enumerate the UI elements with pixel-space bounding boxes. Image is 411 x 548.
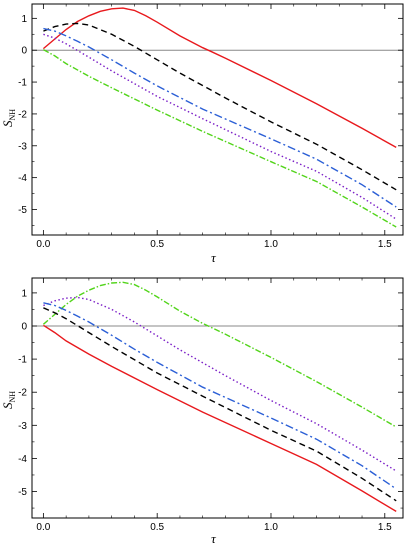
series-line-5: [43, 48, 397, 228]
y-axis-label: SNH: [0, 391, 17, 409]
series-line-3: [43, 27, 397, 208]
y-tick-label: -4: [18, 454, 27, 465]
series-line-5: [43, 324, 397, 513]
series-line-4: [43, 307, 397, 502]
x-tick-label: 1.5: [378, 239, 392, 250]
x-tick-label: 0.0: [36, 522, 50, 533]
x-tick-label: 1.0: [264, 522, 278, 533]
y-tick-label: -3: [18, 421, 27, 432]
bottom-panel: 0.0 0.5 1.0 1.5 1 0 -1 -2 -3 -4 -5 τ SNH: [0, 277, 404, 546]
x-tick-label: 0.5: [150, 522, 164, 533]
top-panel: 0.0 0.5 1.0 1.5 1 0 -1 -2 -3 -4 -5 τ SNH: [0, 3, 404, 265]
y-tick-label: -2: [18, 109, 27, 120]
y-tick-label: 1: [21, 288, 27, 299]
y-tick-label: -4: [18, 173, 27, 184]
y-tick-label: 1: [21, 14, 27, 25]
x-tick-label: 1.0: [264, 239, 278, 250]
series-line-1: [42, 281, 397, 428]
y-tick-label: -3: [18, 141, 27, 152]
y-tick-label: 0: [21, 322, 27, 333]
x-tick-label: 1.5: [378, 522, 392, 533]
series-line-4: [43, 33, 397, 220]
y-tick-label: -1: [18, 78, 27, 89]
series-line-3: [43, 302, 397, 490]
series-line-2: [43, 296, 397, 472]
x-tick-label: 0.0: [36, 239, 50, 250]
x-tick-label: 0.5: [150, 239, 164, 250]
y-tick-label: -5: [18, 205, 27, 216]
x-axis-label: τ: [211, 531, 217, 546]
y-tick-label: -1: [18, 355, 27, 366]
y-axis-label: SNH: [0, 109, 17, 127]
plot-frame: [31, 3, 404, 236]
y-tick-label: -2: [18, 388, 27, 399]
y-tick-label: 0: [21, 46, 27, 57]
series-line-2: [43, 22, 397, 191]
x-axis-label: τ: [211, 250, 217, 265]
y-tick-label: -5: [18, 487, 27, 498]
plot-frame: [31, 277, 404, 519]
series-line-1: [42, 7, 397, 149]
